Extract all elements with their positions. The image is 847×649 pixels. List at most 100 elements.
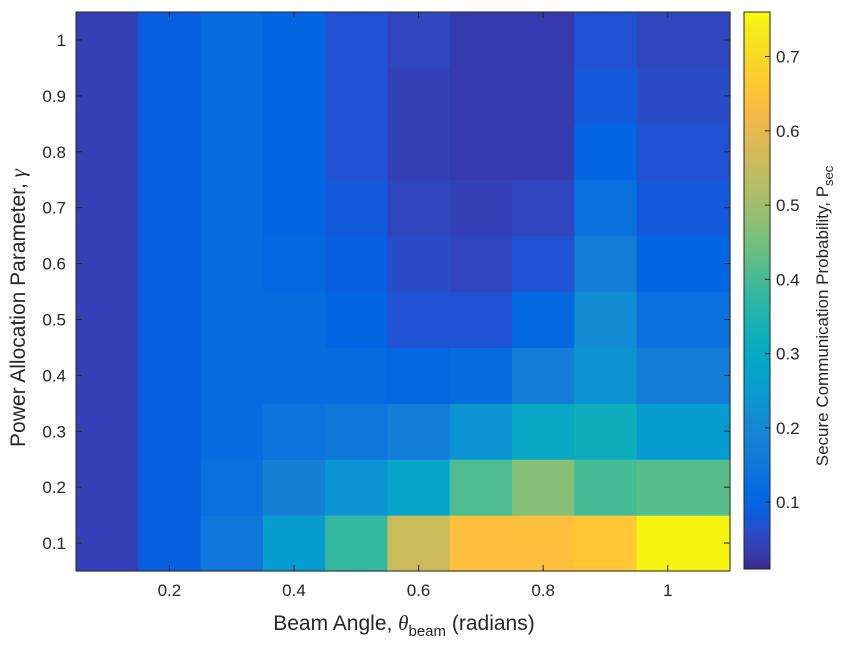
heatmap-cell bbox=[138, 67, 202, 125]
heatmap-cell bbox=[449, 179, 513, 237]
heatmap-cell bbox=[387, 12, 451, 69]
heatmap-cell bbox=[138, 179, 202, 237]
y-tick-label: 0.9 bbox=[42, 87, 66, 106]
heatmap-cell bbox=[325, 12, 389, 69]
heatmap-cell bbox=[574, 179, 638, 237]
heatmap-cell bbox=[512, 12, 575, 69]
heatmap-cell bbox=[262, 459, 326, 516]
heatmap-cell bbox=[636, 347, 731, 404]
heatmap-cells bbox=[76, 12, 731, 572]
y-tick-label: 0.8 bbox=[42, 143, 66, 162]
x-axis-label: Beam Angle, θbeam (radians) bbox=[273, 611, 534, 640]
heatmap-cell bbox=[574, 291, 638, 348]
heatmap-cell bbox=[262, 123, 326, 181]
heatmap-cell bbox=[76, 179, 139, 237]
heatmap-cell bbox=[512, 459, 575, 516]
heatmap-cell bbox=[636, 515, 731, 572]
heatmap-cell bbox=[449, 123, 513, 181]
x-tick-label: 0.4 bbox=[282, 581, 306, 600]
heatmap-cell bbox=[76, 67, 139, 125]
heatmap-cell bbox=[76, 347, 139, 404]
heatmap-cell bbox=[138, 123, 202, 181]
heatmap-cell bbox=[138, 291, 202, 348]
heatmap-cell bbox=[449, 12, 513, 69]
heatmap-cell bbox=[325, 235, 389, 293]
heatmap-cell bbox=[574, 123, 638, 181]
plot-frame bbox=[75, 11, 731, 572]
heatmap-cell bbox=[138, 459, 202, 516]
colorbar-tick-label: 0.3 bbox=[776, 345, 800, 364]
heatmap-cell bbox=[636, 67, 731, 125]
heatmap-cell bbox=[512, 347, 575, 404]
heatmap-cell bbox=[387, 403, 451, 460]
heatmap-cell bbox=[262, 403, 326, 460]
colorbar-gradient bbox=[743, 11, 771, 570]
heatmap-cell bbox=[200, 291, 264, 348]
heatmap-cell bbox=[512, 403, 575, 460]
colorbar-tick-label: 0.5 bbox=[776, 196, 800, 215]
heatmap-cell bbox=[574, 235, 638, 293]
heatmap-cell bbox=[76, 235, 139, 293]
x-tick-label: 0.2 bbox=[158, 581, 182, 600]
x-tick-label: 0.8 bbox=[531, 581, 555, 600]
heatmap-cell bbox=[574, 459, 638, 516]
heatmap-cell bbox=[574, 67, 638, 125]
heatmap-cell bbox=[138, 235, 202, 293]
y-tick-label: 0.6 bbox=[42, 255, 66, 274]
heatmap-cell bbox=[76, 459, 139, 516]
heatmap-cell bbox=[138, 347, 202, 404]
y-tick-label: 1 bbox=[57, 31, 66, 50]
heatmap-cell bbox=[325, 291, 389, 348]
colorbar-label: Secure Communication Probability, Psec bbox=[813, 165, 836, 466]
heatmap-cell bbox=[325, 179, 389, 237]
heatmap-cell bbox=[262, 179, 326, 237]
heatmap-cell bbox=[262, 291, 326, 348]
colorbar-tick-label: 0.2 bbox=[776, 419, 800, 438]
heatmap-cell bbox=[200, 515, 264, 572]
heatmap-cell bbox=[325, 459, 389, 516]
heatmap-cell bbox=[76, 12, 139, 69]
heatmap-cell bbox=[325, 403, 389, 460]
x-ticks: 0.2 0.4 0.6 0.8 1 bbox=[158, 12, 672, 600]
heatmap-cell bbox=[574, 403, 638, 460]
heatmap-cell bbox=[636, 459, 731, 516]
y-axis-label: Power Allocation Parameter, γ bbox=[6, 168, 30, 447]
heatmap-cell bbox=[636, 123, 731, 181]
heatmap-cell bbox=[325, 347, 389, 404]
heatmap-cell bbox=[636, 291, 731, 348]
heatmap-cell bbox=[449, 403, 513, 460]
colorbar bbox=[743, 11, 771, 570]
heatmap-cell bbox=[449, 291, 513, 348]
heatmap-cell bbox=[262, 235, 326, 293]
heatmap-cell bbox=[574, 347, 638, 404]
heatmap-cell bbox=[512, 67, 575, 125]
heatmap-cell bbox=[138, 515, 202, 572]
y-tick-label: 0.2 bbox=[42, 478, 66, 497]
heatmap-cell bbox=[387, 459, 451, 516]
heatmap-cell bbox=[262, 67, 326, 125]
heatmap-cell bbox=[325, 67, 389, 125]
x-tick-label: 1 bbox=[663, 581, 672, 600]
heatmap-cell bbox=[449, 515, 513, 572]
heatmap-cell bbox=[387, 235, 451, 293]
heatmap-cell bbox=[138, 403, 202, 460]
heatmap-cell bbox=[449, 67, 513, 125]
heatmap-cell bbox=[200, 179, 264, 237]
heatmap-cell bbox=[512, 235, 575, 293]
colorbar-ticks: 0.1 0.2 0.3 0.4 0.5 0.6 0.7 bbox=[765, 48, 800, 512]
heatmap-cell bbox=[76, 123, 139, 181]
colorbar-tick-label: 0.1 bbox=[776, 493, 800, 512]
colorbar-tick-label: 0.4 bbox=[776, 270, 800, 289]
heatmap-cell bbox=[200, 347, 264, 404]
y-tick-label: 0.4 bbox=[42, 366, 66, 385]
heatmap-cell bbox=[636, 12, 731, 69]
y-tick-label: 0.5 bbox=[42, 310, 66, 329]
colorbar-tick-label: 0.6 bbox=[776, 122, 800, 141]
heatmap-cell bbox=[512, 179, 575, 237]
heatmap-cell bbox=[387, 347, 451, 404]
heatmap-cell bbox=[262, 515, 326, 572]
heatmap-cell bbox=[325, 515, 389, 572]
colorbar-tick-label: 0.7 bbox=[776, 48, 800, 67]
heatmap-cell bbox=[636, 403, 731, 460]
